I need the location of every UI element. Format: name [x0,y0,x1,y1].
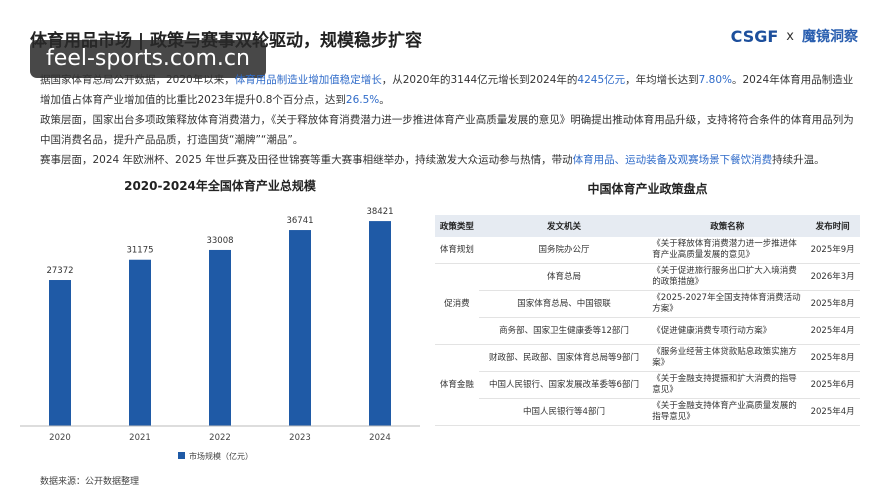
issuer: 国家体育总局、中国银联 [478,290,650,318]
policy-table: 政策类型 发文机关 政策名称 发布时间 体育规划 国务院办公厅 《关于释放体育消费潜力进一步… [435,215,860,426]
policy-name: 《关于促进旅行服务出口扩大入境消费的政策措施》 [649,263,806,291]
text: 赛事层面，2024 年欧洲杯、2025 年世乒赛及田径世锦赛等重大赛事相继举办，… [40,154,573,166]
table-row: 体育规划 国务院办公厅 《关于释放体育消费潜力进一步推进体育产业高质量发展的意见》 2… [435,237,860,264]
chart-title: 2020-2024年全国体育产业总规模 [124,178,317,193]
release-date: 2025年6月 [805,371,860,399]
text: ，年均增长达到 [625,74,699,86]
value-label: 38421 [366,207,393,217]
bar [289,230,311,426]
bar [369,221,391,426]
issuer: 财政部、民政部、国家体育总局等9部门 [478,344,650,372]
highlight-text: 4245亿元 [577,74,626,86]
text: 。 [379,94,390,106]
logo: CSGF [730,26,779,46]
table-row: 商务部、国家卫生健康委等12部门 《促进健康消费专项行动方案》 2025年4月 [435,317,860,345]
paragraph: 据国家体育总局公开数据，2020年以来，体育用品制造业增加值稳定增长，从2020… [40,70,855,110]
table-title: 中国体育产业政策盘点 [587,182,708,196]
policy-name: 《关于金融支持提振和扩大消费的指导意见》 [649,371,806,399]
policy-name: 《关于释放体育消费潜力进一步推进体育产业高质量发展的意见》 [649,237,806,264]
policy-name: 《2025-2027年全国支持体育消费活动方案》 [649,290,806,318]
release-date: 2025年4月 [805,317,860,345]
value-label: 36741 [286,216,313,226]
paragraph: 政策层面，国家出台多项政策释放体育消费潜力，《关于释放体育消费潜力进一步推进体育… [40,110,855,150]
highlight-text: 体育用品、运动装备及观赛场景下餐饮消费 [572,154,773,166]
table-row: 国家体育总局、中国银联 《2025-2027年全国支持体育消费活动方案》 2025年… [435,290,860,318]
text: 。2024年体育用品制造业增加值占体育产业增加值的比重比2023年提升0.8个百… [40,74,854,106]
logos: CSGF x 魔镜洞察 [731,26,858,46]
table-header: 政策类型 发文机关 政策名称 发布时间 [435,215,860,237]
legend-swatch [178,452,185,459]
paragraph: 赛事层面，2024 年欧洲杯、2025 年世乒赛及田径世锦赛等重大赛事相继举办，… [40,150,855,170]
policy-type: 体育金融 [435,344,479,426]
issuer: 中国人民银行等4部门 [478,398,650,426]
release-date: 2025年9月 [805,237,860,264]
paragraphs: 据国家体育总局公开数据，2020年以来，体育用品制造业增加值稳定增长，从2020… [40,70,855,170]
policy-name: 《关于金融支持体育产业高质量发展的指导意见》 [649,398,806,426]
x-tick-label: 2022 [209,433,231,443]
table-row: 中国人民银行、国家发展改革委等6部门 《关于金融支持提振和扩大消费的指导意见》 20… [435,371,860,399]
legend-label: 市场规模（亿元） [189,451,253,461]
logo: 魔镜洞察 [802,29,858,45]
text: 据国家体育总局公开数据，2020年以来， [40,74,235,86]
value-label: 33008 [206,236,233,246]
chart: 2020-2024年全国体育产业总规模 27372 31175 33008 36741… [20,178,420,461]
text: ，从2020年的3144亿元增长到2024年的 [381,74,578,86]
issuer: 国务院办公厅 [478,237,650,264]
highlight-text: 7.80% [698,74,732,86]
policy-type: 促消费 [435,263,479,345]
x-tick-label: 2024 [369,433,391,443]
policy-table-section: 中国体育产业政策盘点 政策类型 发文机关 政策名称 发布时间 体育规划 国务院办公厅 《关于… [435,180,860,426]
x-tick-label: 2020 [49,433,71,443]
release-date: 2025年8月 [805,290,860,318]
column-header: 政策名称 [649,215,806,237]
policy-type: 体育规划 [435,237,479,264]
bar [209,249,231,426]
watermark: feel-sports.com.cn [30,40,266,78]
x-tick-label: 2021 [129,433,151,443]
release-date: 2026年3月 [805,263,860,291]
value-label: 27372 [46,266,73,276]
column-header: 发文机关 [478,215,650,237]
source-note: 数据来源：公开数据整理 [40,477,140,487]
text: 政策层面，国家出台多项政策释放体育消费潜力，《关于释放体育消费潜力进一步推进体育… [40,114,854,146]
policy-name: 《服务业经营主体贷款贴息政策实施方案》 [649,344,806,372]
bar [129,259,151,426]
issuer: 体育总局 [478,263,650,291]
table-row: 体育金融 财政部、民政部、国家体育总局等9部门 《服务业经营主体贷款贴息政策实施方案… [435,344,860,426]
release-date: 2025年4月 [805,398,860,426]
column-header: 发布时间 [805,215,860,237]
table-row: 中国人民银行等4部门 《关于金融支持体育产业高质量发展的指导意见》 2025年4月 [435,398,860,426]
logo-separator: x [786,28,794,44]
issuer: 中国人民银行、国家发展改革委等6部门 [478,371,650,399]
text: 持续升温。 [772,154,825,166]
highlight-text: 26.5% [345,94,380,106]
release-date: 2025年8月 [805,344,860,372]
policy-name: 《促进健康消费专项行动方案》 [649,317,806,345]
x-tick-label: 2023 [289,433,311,443]
table-row: 促消费 体育总局 《关于促进旅行服务出口扩大入境消费的政策措施》 2026年3月 [435,263,860,345]
bar [49,280,71,426]
value-label: 31175 [126,246,153,256]
highlight-text: 体育用品制造业增加值稳定增长 [234,74,382,86]
issuer: 商务部、国家卫生健康委等12部门 [478,317,650,345]
column-header: 政策类型 [435,215,479,237]
